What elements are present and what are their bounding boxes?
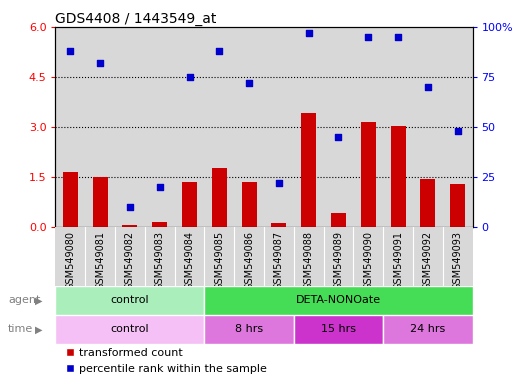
- Text: GSM549083: GSM549083: [155, 231, 165, 290]
- Text: 15 hrs: 15 hrs: [321, 324, 356, 334]
- Bar: [324, 27, 353, 227]
- Text: time: time: [8, 324, 33, 334]
- Text: agent: agent: [8, 295, 40, 306]
- Bar: [264, 227, 294, 286]
- Bar: [115, 227, 145, 286]
- Bar: [175, 27, 204, 227]
- Bar: [55, 315, 204, 344]
- Bar: [353, 27, 383, 227]
- Text: GSM549084: GSM549084: [184, 231, 194, 290]
- Text: GDS4408 / 1443549_at: GDS4408 / 1443549_at: [55, 12, 217, 26]
- Bar: [294, 315, 383, 344]
- Bar: [361, 122, 376, 227]
- Text: GSM549090: GSM549090: [363, 231, 373, 290]
- Bar: [264, 27, 294, 227]
- Point: [364, 34, 373, 40]
- Point: [454, 127, 462, 134]
- Text: GSM549080: GSM549080: [65, 231, 76, 290]
- Text: ▶: ▶: [35, 295, 43, 306]
- Point: [334, 134, 343, 140]
- Point: [126, 204, 134, 210]
- Text: 8 hrs: 8 hrs: [235, 324, 263, 334]
- Bar: [413, 27, 443, 227]
- Text: GSM549087: GSM549087: [274, 231, 284, 290]
- Text: GSM549081: GSM549081: [95, 231, 105, 290]
- Point: [394, 34, 402, 40]
- Bar: [234, 227, 264, 286]
- Bar: [204, 286, 473, 315]
- Bar: [175, 227, 204, 286]
- Text: GSM549085: GSM549085: [214, 231, 224, 290]
- Bar: [242, 182, 257, 227]
- Bar: [353, 227, 383, 286]
- Bar: [383, 315, 473, 344]
- Bar: [443, 27, 473, 227]
- Bar: [204, 27, 234, 227]
- Text: GSM549092: GSM549092: [423, 231, 433, 290]
- Text: ▶: ▶: [35, 324, 43, 334]
- Bar: [152, 222, 167, 227]
- Text: GSM549082: GSM549082: [125, 231, 135, 290]
- Point: [305, 30, 313, 36]
- Text: 24 hrs: 24 hrs: [410, 324, 446, 334]
- Bar: [145, 27, 175, 227]
- Bar: [55, 227, 85, 286]
- Bar: [391, 126, 406, 227]
- Bar: [145, 227, 175, 286]
- Bar: [271, 223, 286, 227]
- Point: [185, 74, 194, 80]
- Text: GSM549093: GSM549093: [452, 231, 463, 290]
- Bar: [450, 184, 465, 227]
- Point: [155, 184, 164, 190]
- Bar: [383, 27, 413, 227]
- Text: control: control: [110, 295, 149, 306]
- Bar: [294, 27, 324, 227]
- Point: [96, 60, 105, 66]
- Bar: [85, 227, 115, 286]
- Bar: [122, 225, 137, 227]
- Bar: [182, 182, 197, 227]
- Text: GSM549089: GSM549089: [334, 231, 344, 290]
- Point: [275, 180, 283, 186]
- Bar: [234, 27, 264, 227]
- Bar: [115, 27, 145, 227]
- Bar: [294, 227, 324, 286]
- Bar: [63, 172, 78, 227]
- Bar: [443, 227, 473, 286]
- Bar: [413, 227, 443, 286]
- Point: [66, 48, 74, 54]
- Text: control: control: [110, 324, 149, 334]
- Bar: [383, 227, 413, 286]
- Bar: [85, 27, 115, 227]
- Text: GSM549086: GSM549086: [244, 231, 254, 290]
- Point: [423, 84, 432, 90]
- Text: DETA-NONOate: DETA-NONOate: [296, 295, 381, 306]
- Bar: [204, 227, 234, 286]
- Bar: [324, 227, 353, 286]
- Bar: [212, 168, 227, 227]
- Bar: [331, 213, 346, 227]
- Bar: [55, 27, 85, 227]
- Bar: [420, 179, 435, 227]
- Bar: [93, 177, 108, 227]
- Bar: [301, 113, 316, 227]
- Text: GSM549088: GSM549088: [304, 231, 314, 290]
- Point: [245, 80, 253, 86]
- Bar: [204, 315, 294, 344]
- Bar: [55, 286, 204, 315]
- Point: [215, 48, 223, 54]
- Text: GSM549091: GSM549091: [393, 231, 403, 290]
- Legend: transformed count, percentile rank within the sample: transformed count, percentile rank withi…: [61, 344, 271, 379]
